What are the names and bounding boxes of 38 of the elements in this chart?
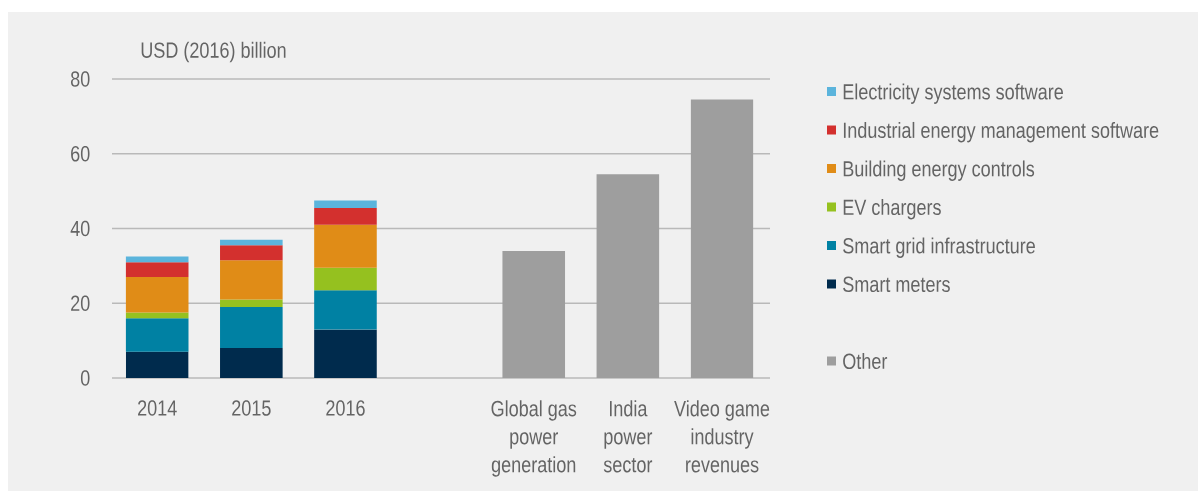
x-tick-label: Video game industry revenues [674, 400, 770, 473]
bar [314, 329, 377, 378]
y-tick-label: 60 [71, 145, 90, 162]
bar [314, 290, 377, 330]
legend-label: Smart meters [843, 276, 950, 293]
legend-label: Electricity systems software [843, 83, 1063, 104]
bar [220, 348, 283, 378]
y-tick-label: 0 [80, 370, 90, 386]
bar [220, 260, 283, 300]
bar [690, 99, 754, 378]
y-tick-label: 40 [70, 220, 90, 237]
bar [125, 318, 189, 352]
bar [596, 174, 660, 378]
x-tick-label: 2015 [232, 400, 271, 416]
bar [502, 250, 566, 378]
bar [314, 267, 377, 291]
x-tick-label: 2014 [138, 400, 177, 416]
bar [220, 245, 283, 261]
legend-label: Other [843, 352, 888, 370]
bar [314, 207, 377, 225]
bar [220, 239, 283, 246]
y-tick-label: 20 [71, 295, 90, 312]
x-tick-label: 2016 [326, 400, 365, 416]
bar [314, 224, 377, 268]
y-tick-label: 80 [70, 71, 90, 87]
bar [220, 299, 283, 307]
bar [125, 277, 189, 313]
y-axis-title: USD (2016) billion [141, 41, 286, 63]
legend-label: Industrial energy management software [843, 121, 1159, 143]
bar [314, 200, 377, 208]
legend-label: Building energy controls [843, 160, 1035, 181]
bar [125, 262, 189, 278]
x-tick-label: India power sector [603, 400, 653, 473]
legend-label: Smart grid infrastructure [843, 237, 1035, 258]
bar [220, 306, 283, 349]
bar [125, 351, 189, 378]
legend-label: EV chargers [843, 198, 941, 220]
x-tick-label: Global gas power generation [491, 400, 577, 477]
